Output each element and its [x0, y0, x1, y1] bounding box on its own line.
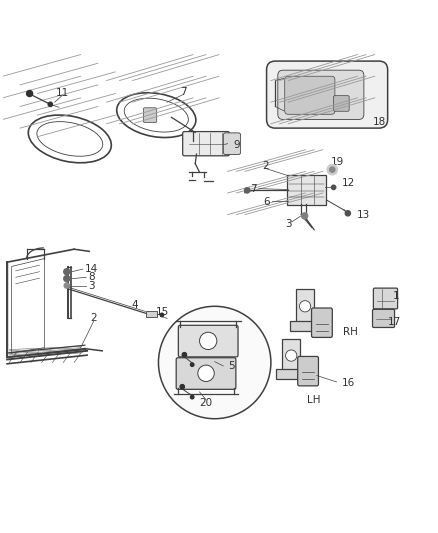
Text: 18: 18	[372, 117, 385, 127]
FancyBboxPatch shape	[334, 96, 349, 111]
Circle shape	[27, 91, 32, 96]
Text: 17: 17	[388, 317, 401, 327]
Text: 6: 6	[263, 197, 270, 207]
Circle shape	[191, 363, 194, 366]
Text: 16: 16	[342, 378, 355, 388]
FancyBboxPatch shape	[282, 339, 300, 372]
Text: 3: 3	[88, 280, 95, 290]
Circle shape	[286, 350, 297, 361]
Circle shape	[327, 165, 338, 175]
FancyBboxPatch shape	[287, 175, 326, 205]
Circle shape	[64, 269, 70, 274]
FancyBboxPatch shape	[267, 61, 388, 128]
Circle shape	[180, 384, 184, 389]
Text: 7: 7	[180, 87, 187, 97]
Text: 12: 12	[342, 178, 355, 188]
FancyBboxPatch shape	[223, 133, 240, 155]
Text: 20: 20	[199, 398, 212, 408]
Circle shape	[300, 301, 311, 312]
Circle shape	[159, 306, 271, 419]
FancyBboxPatch shape	[278, 70, 364, 119]
Circle shape	[160, 313, 164, 317]
Circle shape	[64, 283, 69, 288]
FancyBboxPatch shape	[276, 369, 309, 379]
Bar	[146, 311, 157, 317]
Text: 15: 15	[156, 307, 170, 317]
FancyBboxPatch shape	[285, 76, 335, 114]
Text: 19: 19	[331, 157, 345, 167]
Circle shape	[48, 102, 53, 107]
Text: 13: 13	[357, 209, 371, 220]
Text: 1: 1	[393, 291, 399, 301]
FancyBboxPatch shape	[296, 289, 314, 324]
Circle shape	[345, 211, 350, 216]
FancyBboxPatch shape	[373, 288, 398, 309]
Text: 3: 3	[285, 219, 292, 229]
Text: RH: RH	[343, 327, 358, 337]
Text: 7: 7	[250, 184, 257, 193]
FancyBboxPatch shape	[143, 108, 157, 123]
Circle shape	[191, 395, 194, 399]
Circle shape	[200, 332, 217, 350]
Circle shape	[330, 167, 335, 172]
FancyBboxPatch shape	[290, 320, 323, 331]
FancyBboxPatch shape	[176, 358, 236, 389]
FancyBboxPatch shape	[178, 325, 238, 357]
Text: 8: 8	[88, 272, 95, 282]
Text: 2: 2	[262, 161, 268, 171]
Circle shape	[198, 365, 214, 382]
Text: 9: 9	[233, 140, 240, 150]
Text: 11: 11	[56, 87, 69, 98]
FancyBboxPatch shape	[183, 132, 230, 156]
FancyBboxPatch shape	[298, 357, 318, 386]
Circle shape	[244, 188, 250, 193]
Text: 5: 5	[229, 361, 235, 371]
Circle shape	[332, 185, 336, 190]
Text: 4: 4	[131, 300, 138, 310]
Text: 14: 14	[85, 264, 98, 274]
FancyBboxPatch shape	[311, 308, 332, 337]
Circle shape	[182, 352, 187, 357]
Circle shape	[302, 213, 307, 219]
FancyBboxPatch shape	[372, 309, 395, 327]
Circle shape	[64, 276, 70, 281]
Text: LH: LH	[307, 395, 321, 405]
Text: 2: 2	[90, 313, 97, 324]
